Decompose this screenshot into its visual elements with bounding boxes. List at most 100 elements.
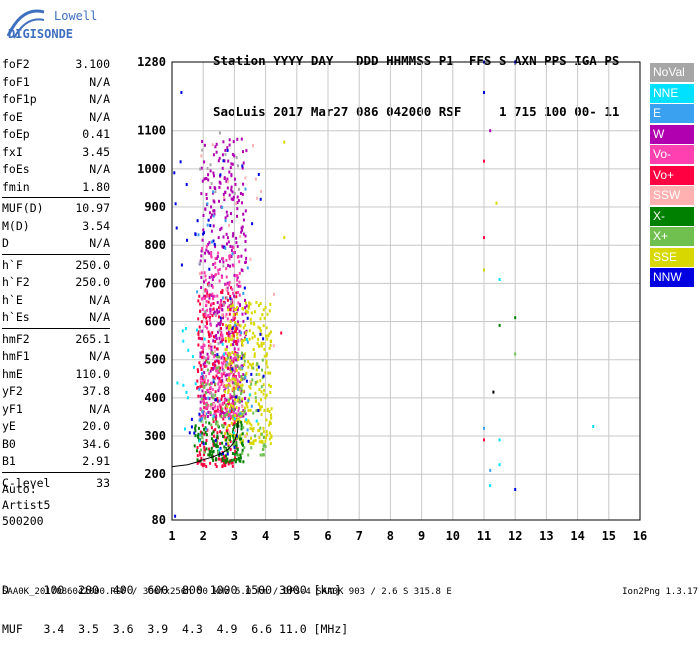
data-point <box>215 438 218 442</box>
data-point <box>220 383 223 387</box>
data-point <box>226 383 229 387</box>
data-point <box>255 301 258 304</box>
station-header: Station YYYY DAY DDD HHMMSS P1 FFS S AXN… <box>213 18 619 137</box>
data-point <box>201 431 204 435</box>
data-point <box>217 359 220 363</box>
data-point <box>234 460 237 464</box>
data-point <box>226 146 229 150</box>
data-point <box>228 327 231 331</box>
data-point <box>229 393 232 397</box>
data-point <box>228 335 231 339</box>
data-point <box>197 330 200 334</box>
data-point <box>247 439 250 443</box>
data-point <box>262 453 265 457</box>
data-point <box>224 363 227 367</box>
data-point <box>262 426 265 430</box>
data-point <box>206 291 209 295</box>
data-point <box>245 379 248 383</box>
data-point <box>237 355 240 359</box>
data-point <box>216 255 219 259</box>
data-point <box>226 286 229 290</box>
data-point <box>233 307 235 311</box>
data-point <box>236 276 239 280</box>
parameter-row: h`F2 250.0 <box>2 274 110 292</box>
data-point <box>221 394 224 398</box>
data-point <box>210 446 213 450</box>
data-point <box>199 355 202 359</box>
data-point <box>203 177 206 181</box>
data-point <box>203 415 206 419</box>
data-point <box>220 274 223 278</box>
data-point <box>224 438 227 442</box>
data-point <box>210 404 213 407</box>
parameter-name: h`Es <box>2 310 30 324</box>
data-point <box>221 423 223 427</box>
data-point <box>213 415 216 419</box>
parameter-name: MUF(D) <box>2 201 44 215</box>
data-point <box>514 316 517 320</box>
data-point <box>209 450 212 453</box>
data-point <box>180 91 183 94</box>
data-point <box>236 448 239 452</box>
data-point <box>227 367 230 371</box>
data-point <box>257 409 260 412</box>
data-point <box>261 453 264 457</box>
data-point <box>212 366 215 370</box>
data-point <box>240 411 243 414</box>
data-point <box>216 368 219 372</box>
data-point <box>229 329 232 333</box>
parameter-name: yE <box>2 419 16 433</box>
data-point <box>226 298 229 302</box>
data-point <box>233 317 235 321</box>
data-point <box>247 360 250 364</box>
data-point <box>210 349 213 353</box>
data-point <box>238 388 241 392</box>
data-point <box>227 460 230 464</box>
data-point <box>225 409 228 413</box>
data-point <box>214 145 217 149</box>
data-point <box>236 274 239 278</box>
data-point <box>214 398 217 402</box>
data-point <box>214 398 216 402</box>
data-point <box>215 150 218 154</box>
data-point <box>264 439 267 443</box>
data-point <box>236 358 239 362</box>
data-point <box>201 389 204 393</box>
data-point <box>242 212 245 216</box>
data-point <box>227 446 230 450</box>
data-point <box>232 440 235 444</box>
data-point <box>223 356 226 360</box>
data-point <box>208 449 211 453</box>
data-point <box>235 444 238 448</box>
data-point <box>211 331 214 335</box>
data-point <box>213 335 215 339</box>
data-point <box>200 419 203 423</box>
data-point <box>235 413 238 417</box>
data-point <box>224 385 227 388</box>
data-point <box>211 314 214 318</box>
data-point <box>214 313 217 317</box>
data-point <box>214 339 217 343</box>
data-point <box>254 177 257 181</box>
parameter-row: yF2 37.8 <box>2 383 110 401</box>
data-point <box>225 326 228 330</box>
data-point <box>208 397 211 401</box>
data-point <box>483 236 485 240</box>
data-point <box>231 300 234 304</box>
data-point <box>223 455 226 459</box>
data-point <box>212 153 215 157</box>
data-point <box>242 443 244 447</box>
data-point <box>209 452 212 456</box>
data-point <box>202 413 205 417</box>
data-point <box>232 232 235 236</box>
muf-distance-row: D 100 200 400 600 800 1000 1500 3000 [km… <box>2 583 342 597</box>
data-point <box>202 410 205 414</box>
data-point <box>208 361 211 365</box>
data-point <box>252 348 255 351</box>
data-point <box>197 331 200 335</box>
data-point <box>204 310 207 314</box>
data-point <box>245 371 248 375</box>
data-point <box>258 344 261 348</box>
data-point <box>237 387 240 390</box>
data-point <box>201 463 204 466</box>
